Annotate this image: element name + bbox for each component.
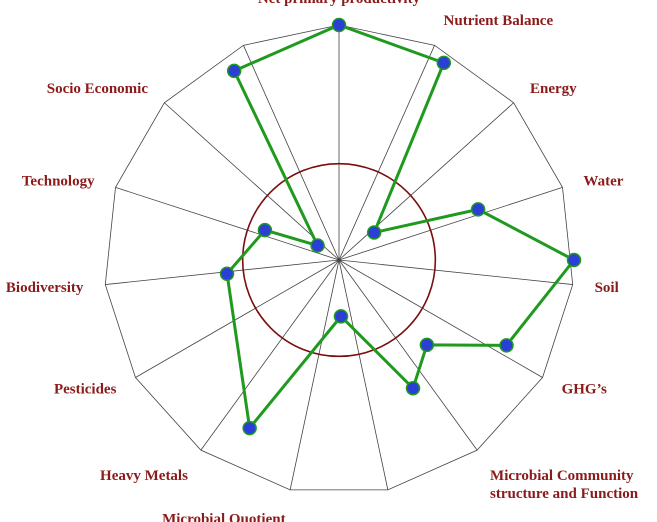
- series-point: [499, 338, 514, 353]
- series-point: [405, 380, 421, 396]
- series-point: [470, 202, 486, 217]
- series-point: [436, 55, 452, 71]
- axis-label: Water: [583, 174, 623, 190]
- series-point: [257, 222, 273, 238]
- axis-label: Net primary productivity: [258, 0, 421, 7]
- axis-label: Nutrient Balance: [444, 13, 554, 29]
- radar-spoke: [338, 102, 514, 261]
- axis-label: Biodiversity: [6, 280, 84, 296]
- series-point: [333, 309, 349, 324]
- axis-label: Socio Economic: [47, 81, 149, 97]
- reference-circle-layer: [241, 162, 437, 358]
- radar-spoke: [200, 259, 340, 451]
- radar-grid: [104, 24, 574, 491]
- radar-spoke: [115, 187, 340, 261]
- axis-label: Microbial Quotient: [162, 511, 285, 522]
- axis-labels: Net primary productivity Nutrient Balance…: [6, 0, 639, 522]
- radar-spoke: [135, 259, 340, 378]
- series-point: [242, 420, 257, 436]
- radar-spoke: [338, 259, 478, 451]
- series-line: [225, 23, 576, 430]
- series-point: [366, 225, 382, 240]
- axis-label: Heavy Metals: [100, 468, 188, 484]
- series-point: [226, 63, 242, 79]
- series-point: [566, 252, 582, 268]
- axis-label: GHG’s: [562, 382, 607, 398]
- axis-label: structure and Function: [490, 486, 639, 502]
- axis-label: Technology: [22, 174, 95, 190]
- reference-circle: [241, 162, 437, 358]
- radar-spoke: [289, 259, 340, 490]
- series-point: [310, 238, 325, 253]
- series-point: [331, 17, 347, 33]
- radar-spoke: [338, 259, 543, 378]
- radar-spoke: [243, 45, 340, 261]
- axis-label: Soil: [595, 280, 619, 296]
- radar-spoke: [338, 187, 563, 261]
- axis-label: Energy: [530, 81, 577, 97]
- radar-outer-polygon: [104, 24, 574, 491]
- radar-spoke: [338, 259, 573, 285]
- radar-spoke: [338, 45, 435, 261]
- series-point: [419, 337, 435, 353]
- axis-label: Pesticides: [54, 382, 117, 398]
- series-point: [219, 266, 235, 281]
- radar-spoke: [164, 102, 340, 261]
- axis-label: Microbial Community: [490, 468, 634, 484]
- series-layer: [219, 17, 582, 436]
- radar-spoke: [338, 259, 389, 490]
